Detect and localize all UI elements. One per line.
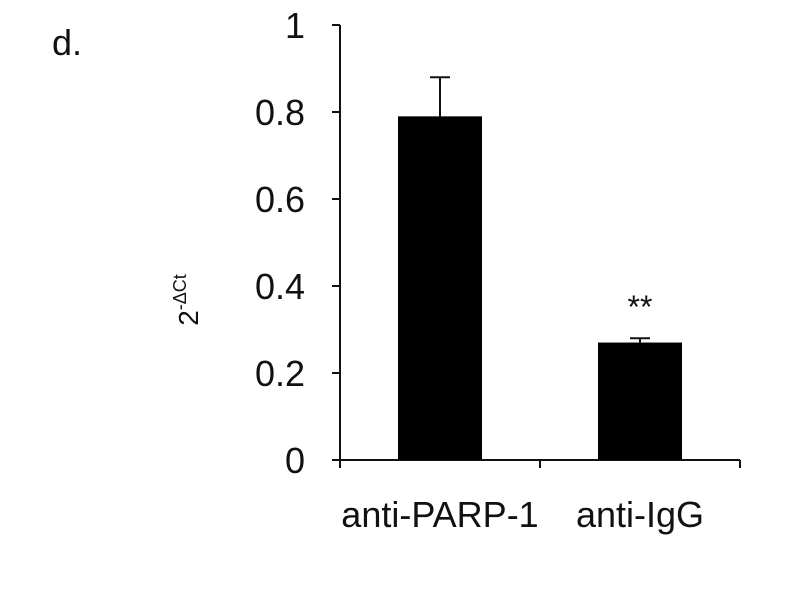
y-tick-label: 0.8 <box>255 92 305 133</box>
annotation: ** <box>628 289 653 325</box>
y-tick-label: 0.2 <box>255 353 305 394</box>
panel-label: d. <box>52 22 82 63</box>
y-tick-label: 0.4 <box>255 266 305 307</box>
bar <box>598 342 682 460</box>
bar <box>398 116 482 460</box>
y-tick-label: 0.6 <box>255 179 305 220</box>
y-axis-label: 2-ΔCt <box>170 274 204 326</box>
y-axis-label-superscript: -ΔCt <box>170 274 190 310</box>
x-tick-label: anti-PARP-1 <box>341 494 539 535</box>
y-tick-label: 1 <box>285 5 305 46</box>
y-axis-label-base: 2 <box>173 310 204 326</box>
x-tick-label: anti-IgG <box>575 494 705 535</box>
y-tick-label: 0 <box>285 440 305 481</box>
